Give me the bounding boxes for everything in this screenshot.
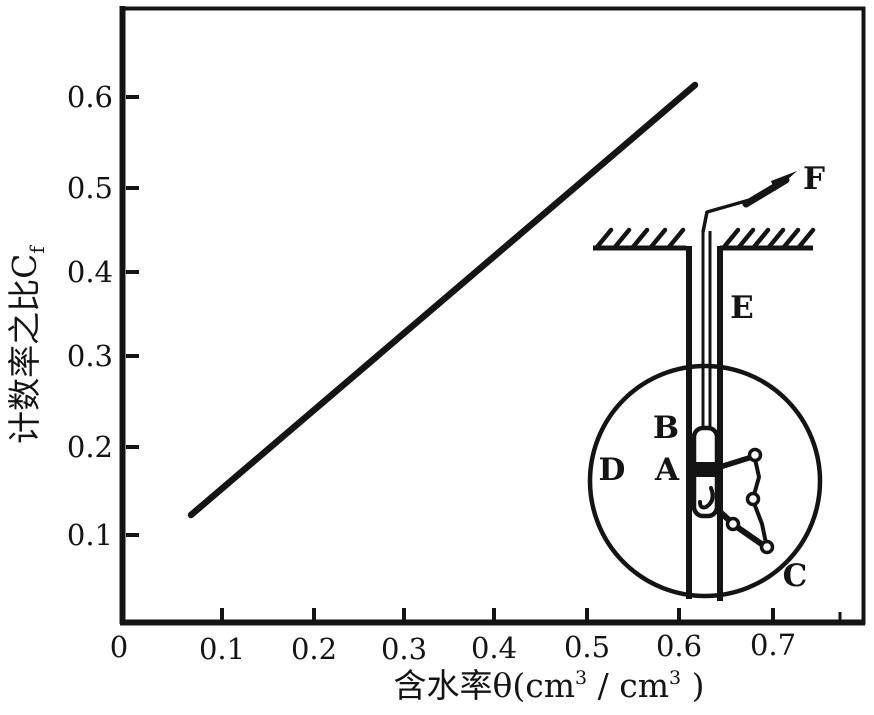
- y-axis-ticks: [126, 95, 139, 537]
- scatter-node: [759, 539, 775, 555]
- neutron-path-segment: [717, 454, 755, 470]
- label-C-neutron-path: C: [783, 558, 808, 594]
- y-tick-label: 0.5: [67, 171, 113, 205]
- label-F-cable: F: [803, 161, 825, 197]
- sphere-of-influence-circle: [587, 363, 823, 599]
- y-tick-label: 0.3: [67, 339, 113, 373]
- y-tick-label: 0.4: [67, 255, 113, 289]
- probe-cable: [701, 195, 761, 233]
- neutron-path-segment: [752, 457, 762, 497]
- y-tick-label: 0.2: [67, 430, 113, 464]
- origin-label: 0: [110, 630, 128, 664]
- neutron-path-segment: [752, 501, 768, 545]
- scatter-node: [725, 516, 741, 532]
- ground-hatching: [594, 227, 816, 250]
- label-E-access-tube: E: [730, 290, 754, 326]
- scatter-node: [747, 447, 763, 463]
- y-tick-label: 0.6: [67, 80, 113, 114]
- neutron-path-segment: [734, 524, 766, 548]
- y-axis-tick-labels: 0.6 0.5 0.4 0.3 0.2 0.1: [67, 80, 113, 552]
- scatter-node: [745, 491, 761, 507]
- x-tick-label: 0.4: [471, 631, 517, 665]
- x-tick-label: 0.5: [564, 630, 610, 664]
- x-tick-label: 0.1: [199, 632, 245, 666]
- x-axis-label: 含水率θ(cm3 / cm3 ): [394, 666, 705, 705]
- x-axis-ticks: [220, 608, 842, 620]
- label-A-source: A: [654, 452, 680, 488]
- x-tick-label: 0.6: [656, 629, 702, 663]
- calibration-line: [187, 81, 699, 519]
- radiation-source-band: [689, 462, 720, 477]
- neutron-path: [716, 447, 775, 555]
- y-axis-label: 计数率之比Cf: [5, 245, 49, 444]
- label-D-sphere: D: [599, 452, 626, 488]
- x-tick-label: 0.3: [381, 632, 427, 666]
- x-tick-label: 0.7: [750, 628, 796, 662]
- label-B-probe: B: [653, 410, 679, 446]
- x-tick-label: 0.2: [291, 632, 337, 666]
- detector-hook-icon: [698, 486, 715, 510]
- y-tick-label: 0.1: [67, 518, 113, 552]
- x-axis-tick-labels: 0 0.1 0.2 0.3 0.4 0.5 0.6 0.7: [110, 628, 796, 666]
- cable-arrow-icon: [771, 171, 797, 191]
- probe-inset-diagram: A B C D E F: [587, 161, 825, 601]
